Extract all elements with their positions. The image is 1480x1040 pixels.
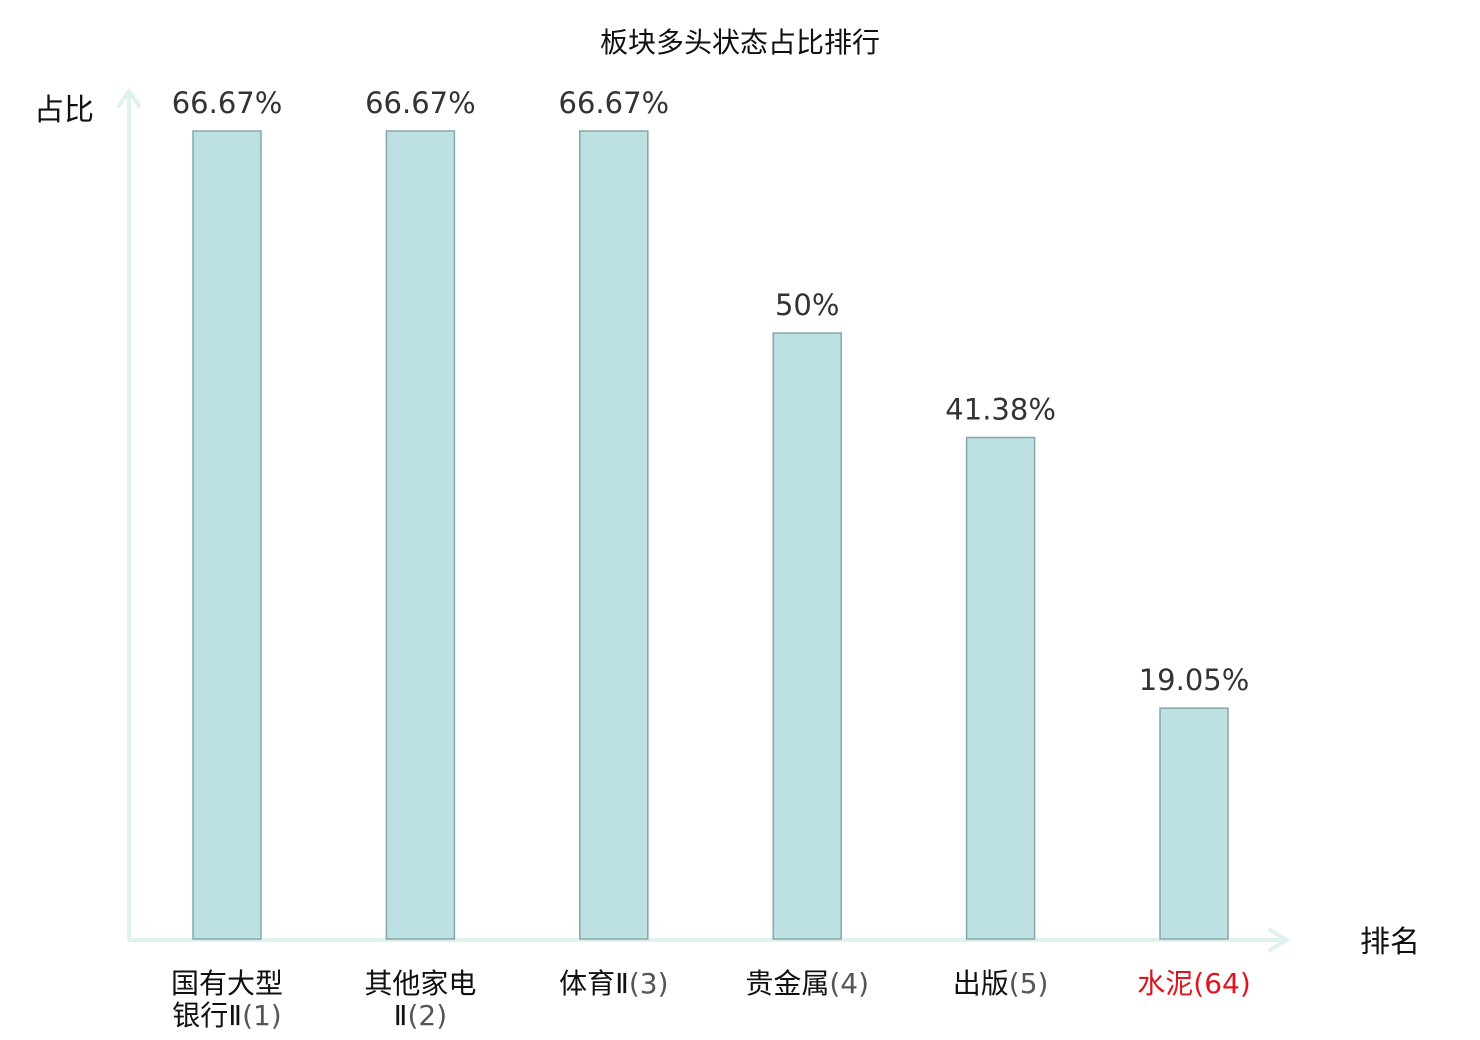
value-label-2: 66.67% — [365, 86, 476, 120]
category-label-2-line-1: 其他家电 — [364, 967, 476, 1000]
y-axis-label: 占比 — [34, 93, 94, 128]
category-name: 国有大型 — [171, 967, 283, 1000]
bar-5 — [965, 436, 1036, 940]
x-axis-arrow-icon — [1268, 928, 1289, 952]
category-name: Ⅱ — [394, 999, 408, 1032]
value-label-6: 19.05% — [1139, 663, 1250, 697]
category-label-5-line-1: 出版(5) — [953, 967, 1049, 1000]
value-labels-group: 66.67% 66.67% 66.67% 50% 41.38% 19.05% — [172, 86, 1250, 697]
category-label-4-line-1: 贵金属(4) — [745, 967, 869, 1000]
bar-2 — [385, 130, 456, 940]
category-label-2-line-2: Ⅱ(2) — [394, 999, 447, 1032]
x-axis — [127, 928, 1289, 952]
value-label-5: 41.38% — [945, 392, 1056, 426]
category-rank: (2) — [407, 999, 447, 1032]
category-name: 体育Ⅱ — [559, 967, 629, 1000]
category-rank: (64) — [1193, 967, 1250, 1000]
bar-4 — [772, 332, 842, 940]
value-label-1: 66.67% — [172, 86, 283, 120]
bar-1 — [192, 130, 262, 940]
category-name: 其他家电 — [364, 967, 476, 1000]
y-axis — [117, 89, 141, 942]
category-rank: (4) — [829, 967, 869, 1000]
bars-group — [192, 130, 1229, 940]
category-rank: (5) — [1009, 967, 1049, 1000]
category-name: 出版 — [953, 967, 1009, 1000]
category-name: 贵金属 — [745, 967, 829, 1000]
category-rank: (3) — [629, 967, 669, 1000]
value-label-3: 66.67% — [559, 86, 670, 120]
category-label-3-line-1: 体育Ⅱ(3) — [559, 967, 668, 1000]
y-axis-arrow-icon — [117, 89, 141, 108]
category-name: 银行Ⅱ — [172, 999, 242, 1032]
category-label-6-line-1: 水泥(64) — [1137, 967, 1251, 1000]
category-name: 水泥 — [1137, 967, 1193, 1000]
value-label-4: 50% — [775, 288, 839, 322]
chart-title: 板块多头状态占比排行 — [600, 26, 880, 59]
x-axis-label: 排名 — [1360, 925, 1420, 960]
bar-6 — [1159, 707, 1229, 940]
category-rank: (1) — [242, 999, 282, 1032]
category-label-1-line-2: 银行Ⅱ(1) — [172, 999, 281, 1032]
category-label-1-line-1: 国有大型 — [171, 967, 283, 1000]
bar-3 — [579, 130, 649, 940]
